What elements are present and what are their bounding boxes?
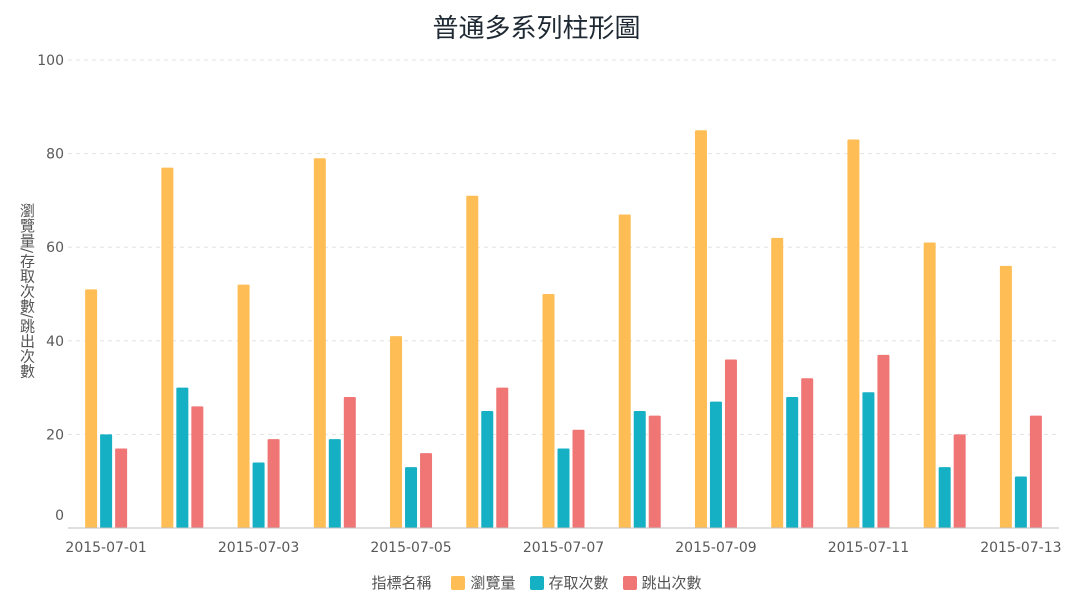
legend: 指標名稱 瀏覽量 存取次數 跳出次數: [0, 572, 1073, 593]
x-tick-label: 2015-07-03: [218, 540, 299, 556]
x-tick-label: 2015-07-09: [675, 540, 756, 556]
legend-swatch: [451, 575, 466, 590]
grid-lines: [68, 59, 1059, 435]
legend-label: 存取次數: [548, 574, 609, 592]
bar[interactable]: [237, 284, 250, 528]
bar[interactable]: [481, 411, 494, 528]
x-tick-label: 2015-07-07: [523, 540, 604, 556]
legend-label: 跳出次數: [641, 574, 702, 592]
bar[interactable]: [786, 396, 799, 528]
bar[interactable]: [115, 448, 128, 528]
bar[interactable]: [405, 467, 418, 528]
bar[interactable]: [938, 467, 951, 528]
y-axis-ticks: 0 20 40 60 80 100: [37, 53, 64, 524]
legend-item[interactable]: 瀏覽量: [451, 572, 516, 593]
bar[interactable]: [572, 429, 585, 528]
bar[interactable]: [801, 378, 814, 528]
x-tick-label: 2015-07-13: [980, 540, 1061, 556]
bar[interactable]: [161, 167, 174, 528]
bar[interactable]: [999, 265, 1012, 528]
bar[interactable]: [328, 439, 341, 528]
bar[interactable]: [618, 214, 631, 528]
bar[interactable]: [648, 415, 661, 528]
bar[interactable]: [466, 195, 479, 528]
y-tick-label: 0: [55, 508, 64, 524]
legend-item[interactable]: 跳出次數: [622, 572, 702, 593]
bar[interactable]: [953, 434, 966, 528]
bar[interactable]: [709, 401, 722, 528]
y-axis-title: 瀏覽量/存取次數/跳出次數: [18, 203, 36, 379]
bar[interactable]: [343, 396, 356, 528]
bar[interactable]: [85, 289, 98, 528]
bar[interactable]: [724, 359, 737, 528]
x-tick-label: 2015-07-11: [828, 540, 909, 556]
legend-label: 瀏覽量: [470, 574, 516, 592]
bar[interactable]: [923, 242, 936, 528]
y-tick-label: 100: [37, 53, 64, 69]
bar[interactable]: [496, 387, 509, 528]
bar[interactable]: [877, 354, 890, 528]
bar[interactable]: [557, 448, 570, 528]
legend-title: 指標名稱: [371, 574, 432, 592]
legend-item[interactable]: 存取次數: [529, 572, 609, 593]
bars: [85, 130, 1042, 528]
bar[interactable]: [420, 453, 433, 528]
y-tick-label: 60: [46, 240, 64, 256]
legend-swatch: [529, 575, 544, 590]
bar[interactable]: [390, 336, 403, 528]
bar[interactable]: [252, 462, 265, 528]
bar[interactable]: [1029, 415, 1042, 528]
bar[interactable]: [542, 294, 555, 528]
bar[interactable]: [267, 439, 280, 528]
bar[interactable]: [847, 139, 860, 528]
x-tick-label: 2015-07-05: [370, 540, 451, 556]
y-tick-label: 80: [46, 147, 64, 163]
bar[interactable]: [313, 158, 326, 528]
bar[interactable]: [100, 434, 113, 528]
y-tick-label: 40: [46, 334, 64, 350]
chart-title: 普通多系列柱形圖: [432, 14, 641, 44]
bar[interactable]: [191, 406, 204, 528]
bar[interactable]: [694, 130, 707, 528]
x-tick-label: 2015-07-01: [65, 540, 146, 556]
legend-swatch: [622, 575, 637, 590]
bar[interactable]: [176, 387, 189, 528]
bar[interactable]: [1014, 476, 1027, 528]
x-axis-ticks: 2015-07-01 2015-07-03 2015-07-05 2015-07-07…: [65, 540, 1061, 556]
bar[interactable]: [862, 392, 875, 528]
bar[interactable]: [771, 237, 784, 528]
bar[interactable]: [633, 411, 646, 528]
y-tick-label: 20: [46, 427, 64, 443]
